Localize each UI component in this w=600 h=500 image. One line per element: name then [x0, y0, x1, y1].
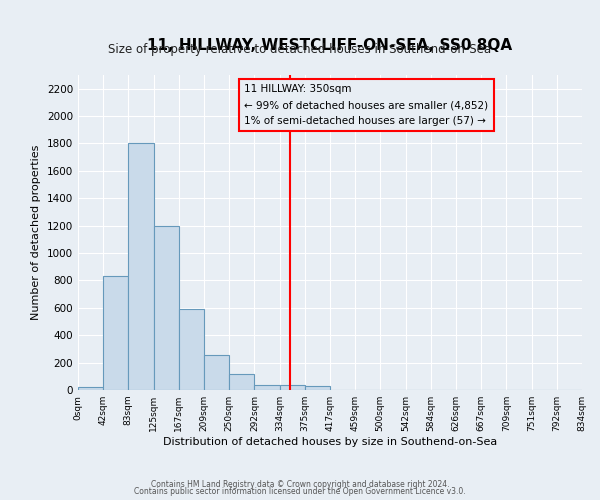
Bar: [78, 386, 103, 390]
Bar: [154, 226, 179, 390]
Bar: [205, 355, 229, 390]
Text: 11 HILLWAY: 350sqm
← 99% of detached houses are smaller (4,852)
1% of semi-detac: 11 HILLWAY: 350sqm ← 99% of detached hou…: [244, 84, 488, 126]
Text: Contains public sector information licensed under the Open Government Licence v3: Contains public sector information licen…: [134, 487, 466, 496]
Bar: [254, 384, 280, 390]
Title: 11, HILLWAY, WESTCLIFF-ON-SEA, SS0 8QA: 11, HILLWAY, WESTCLIFF-ON-SEA, SS0 8QA: [148, 38, 512, 53]
Bar: [103, 276, 128, 390]
Bar: [179, 309, 205, 390]
Bar: [229, 374, 254, 390]
Bar: [305, 386, 330, 390]
Bar: [128, 144, 154, 390]
Text: Size of property relative to detached houses in Southend-on-Sea: Size of property relative to detached ho…: [109, 42, 491, 56]
Y-axis label: Number of detached properties: Number of detached properties: [31, 145, 41, 320]
Text: Contains HM Land Registry data © Crown copyright and database right 2024.: Contains HM Land Registry data © Crown c…: [151, 480, 449, 489]
X-axis label: Distribution of detached houses by size in Southend-on-Sea: Distribution of detached houses by size …: [163, 437, 497, 447]
Bar: [280, 384, 305, 390]
